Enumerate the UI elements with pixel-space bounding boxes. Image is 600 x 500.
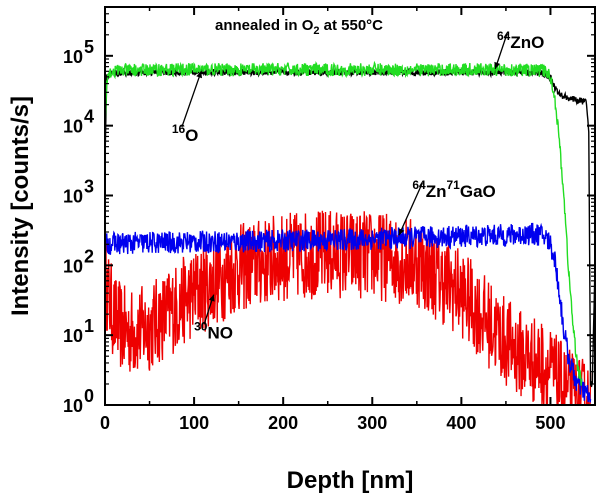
x-tick-label: 100 — [179, 413, 209, 433]
y-tick-exponent: 1 — [84, 316, 94, 336]
annotation-arrow — [181, 71, 202, 128]
x-tick-label: 500 — [535, 413, 565, 433]
x-tick-label: 0 — [100, 413, 110, 433]
annotation-label: 64ZnO — [497, 29, 544, 52]
y-tick-label: 10 — [63, 326, 83, 346]
y-tick-exponent: 3 — [84, 176, 94, 196]
annotation-arrowhead — [208, 294, 215, 302]
y-axis-label: Intensity [counts/s] — [7, 96, 34, 316]
annotation-arrowhead — [494, 61, 501, 69]
annotation-16O: 16O — [172, 71, 203, 145]
annotation-arrow — [398, 182, 423, 236]
y-tick-exponent: 2 — [84, 246, 94, 266]
y-tick-label: 10 — [63, 117, 83, 137]
y-tick-exponent: 4 — [84, 107, 94, 127]
x-tick-label: 200 — [268, 413, 298, 433]
y-tick-exponent: 5 — [84, 37, 94, 57]
y-tick-label: 10 — [63, 256, 83, 276]
annotation-64Zn71GaO: 64Zn71GaO — [398, 178, 496, 236]
x-axis-label: Depth [nm] — [287, 467, 414, 494]
annotation-arrowhead — [196, 71, 203, 79]
y-tick-exponent: 0 — [84, 386, 94, 406]
x-tick-label: 300 — [357, 413, 387, 433]
annotation-arrowhead — [398, 228, 405, 236]
series-line-64Zn71GaO — [104, 222, 592, 403]
series-layer — [104, 60, 596, 406]
annotation-label: 16O — [172, 122, 199, 145]
annotation-64ZnO: 64ZnO — [494, 29, 544, 70]
y-tick-label: 10 — [63, 47, 83, 67]
y-tick-label: 10 — [63, 396, 83, 416]
annotations: 16O 64ZnO 64Zn71GaO 30NO — [172, 29, 545, 343]
annotation-label: 64Zn71GaO — [412, 178, 495, 201]
annotation-30NO: 30NO — [194, 294, 233, 342]
y-tick-label: 10 — [63, 186, 83, 206]
chart-title: annealed in O2 at 550°C — [215, 17, 383, 37]
x-tick-label: 400 — [446, 413, 476, 433]
series-line-64ZnO — [104, 60, 583, 386]
